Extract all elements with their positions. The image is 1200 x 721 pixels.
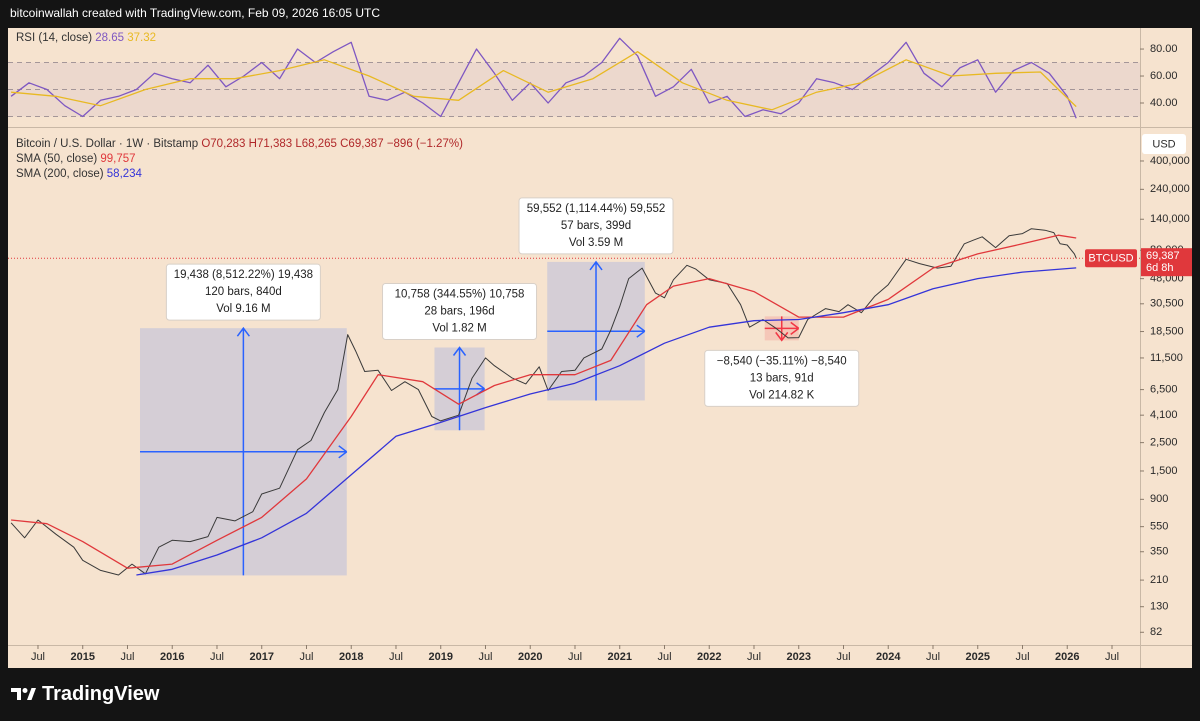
measure-text: Vol 3.59 M [569,237,623,249]
x-tick-label: Jul [1105,651,1119,663]
measure-box [382,283,538,341]
rsi-title: RSI (14, close) [16,32,92,44]
measure-text: −8,540 (−35.11%) −8,540 [717,355,847,367]
x-tick-label: Jul [210,651,224,663]
x-tick-label: Jul [478,651,492,663]
y-tick-label: 350 [1150,546,1168,558]
y-tick-label: 82 [1150,626,1162,638]
x-tick-label: 2023 [786,651,810,663]
y-tick-label: 550 [1150,521,1168,533]
x-tick-label: Jul [926,651,940,663]
x-tick-label: Jul [1015,651,1029,663]
rsi-value: 28.65 [95,32,124,44]
measure-text: 13 bars, 91d [750,372,814,384]
measure-arrow [764,321,800,335]
y-tick-label: 140,000 [1150,213,1190,225]
series-line [10,37,1077,119]
ohlc-low: L68,265 [295,138,337,150]
measure-box [165,263,321,321]
y-tick-label: 4,100 [1150,409,1178,421]
sma200-legend: SMA (200, close) 58,234 [16,168,143,180]
x-tick-label: 2025 [965,651,989,663]
measure-text: 19,438 (8,512.22%) 19,438 [174,269,313,281]
y-tick-label: 80.00 [1150,43,1178,55]
sma50-legend: SMA (50, close) 99,757 [16,153,136,165]
measure-text: 10,758 (344.55%) 10,758 [395,289,525,301]
y-tick-label: 30,500 [1150,298,1184,310]
measure-text: 59,552 (1,114.44%) 59,552 [527,203,666,215]
x-tick-label: 2024 [876,651,901,663]
legend-value: 99,757 [100,153,135,165]
price-tag-value: 69,387 [1146,250,1180,262]
x-tick-label: Jul [568,651,582,663]
currency-button[interactable] [1142,134,1186,154]
x-tick-label: 2016 [160,651,184,663]
legend-value: 58,234 [107,168,143,180]
x-tick-label: Jul [836,651,850,663]
rsi-ma-value: 37.32 [127,32,156,44]
x-tick-label: Jul [389,651,403,663]
price-tag [1141,248,1192,277]
series-line [136,267,1077,576]
price-legend: Bitcoin / U.S. Dollar · 1W · Bitstamp O7… [16,138,463,150]
x-tick-label: 2019 [428,651,452,663]
y-tick-label: 210 [1150,574,1168,586]
legend-name: SMA (200, close) [16,168,104,180]
rsi-band [8,62,1140,117]
chart-area [8,28,1192,668]
ohlc-high: H71,383 [249,138,292,150]
y-tick-label: 900 [1150,493,1168,505]
measure-box [704,349,860,407]
measure-box [518,197,674,255]
currency-label[interactable]: USD [1152,138,1175,150]
brand-logo [11,688,36,700]
symbol-tag [1085,249,1137,268]
measure-arrow [140,445,348,459]
brand-name: TradingView [42,683,160,705]
y-tick-label: 18,500 [1150,325,1184,337]
plot-layer: 40.00 60.00 80.00 82 130 210 350 550 900 1,500 2,5… [8,37,1192,663]
y-tick-label: 11,500 [1150,352,1183,364]
symbol-tag-text: BTCUSD [1088,253,1133,265]
x-tick-label: 2021 [607,651,631,663]
measure-arrow [547,324,646,338]
y-tick-label: 130 [1150,601,1168,613]
y-tick-label: 60.00 [1150,70,1178,82]
x-tick-label: Jul [657,651,671,663]
y-tick-label: 1,500 [1150,465,1178,477]
x-tick-label: Jul [299,651,313,663]
series-line [11,234,1077,569]
y-tick-label: 400,000 [1150,155,1190,167]
measure-text: 120 bars, 840d [205,286,282,298]
ohlc-open: O70,283 [201,138,245,150]
measure-text: 28 bars, 196d [424,306,494,318]
y-tick-label: 6,500 [1150,384,1178,396]
x-tick-label: 2015 [70,651,94,663]
x-tick-label: 2020 [518,651,542,663]
legend-name: SMA (50, close) [16,153,97,165]
x-tick-label: 2026 [1055,651,1079,663]
x-tick-label: 2022 [697,651,721,663]
header-text: bitcoinwallah created with TradingView.c… [10,6,380,20]
series-line [11,51,1077,111]
measure-text: 57 bars, 399d [561,220,631,232]
y-tick-label: 2,500 [1150,437,1178,449]
ohlc-change: −896 (−1.27%) [387,138,463,150]
x-tick-label: 2018 [339,651,363,663]
y-tick-label: 40.00 [1150,97,1178,109]
x-tick-label: Jul [120,651,134,663]
measure-text: Vol 214.82 K [749,389,815,401]
ohlc-close: C69,387 [340,138,383,150]
measure-text: Vol 1.82 M [432,323,486,335]
x-tick-label: Jul [31,651,45,663]
symbol-title: Bitcoin / U.S. Dollar · 1W · Bitstamp [16,138,198,150]
x-tick-label: Jul [747,651,761,663]
measure-text: Vol 9.16 M [216,303,270,315]
price-tag-countdown: 6d 8h [1146,262,1174,274]
x-tick-label: 2017 [249,651,273,663]
series-line [10,228,1077,576]
rsi-legend: RSI (14, close) 28.65 37.32 [16,32,156,44]
y-tick-label: 240,000 [1150,183,1190,195]
